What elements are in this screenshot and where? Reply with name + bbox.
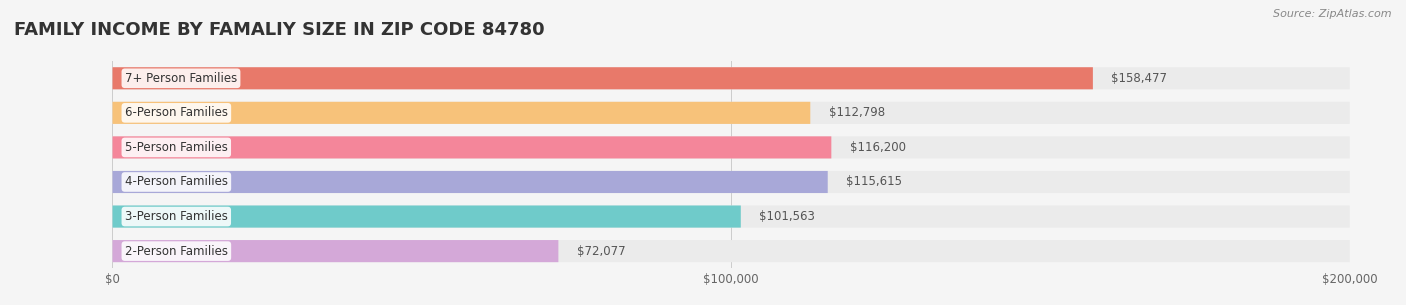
Text: 6-Person Families: 6-Person Families [125, 106, 228, 119]
Text: $158,477: $158,477 [1111, 72, 1167, 85]
FancyBboxPatch shape [112, 171, 1350, 193]
FancyBboxPatch shape [112, 240, 558, 262]
Text: $101,563: $101,563 [759, 210, 815, 223]
FancyBboxPatch shape [112, 240, 1350, 262]
FancyBboxPatch shape [112, 67, 1350, 89]
FancyBboxPatch shape [112, 171, 828, 193]
FancyBboxPatch shape [112, 206, 1350, 228]
Text: $115,615: $115,615 [846, 175, 903, 188]
FancyBboxPatch shape [112, 67, 1092, 89]
Text: $116,200: $116,200 [849, 141, 905, 154]
Text: $112,798: $112,798 [830, 106, 884, 119]
FancyBboxPatch shape [112, 102, 810, 124]
Text: 5-Person Families: 5-Person Families [125, 141, 228, 154]
Text: 2-Person Families: 2-Person Families [125, 245, 228, 258]
Text: $72,077: $72,077 [576, 245, 626, 258]
FancyBboxPatch shape [112, 136, 1350, 159]
Text: 4-Person Families: 4-Person Families [125, 175, 228, 188]
Text: FAMILY INCOME BY FAMALIY SIZE IN ZIP CODE 84780: FAMILY INCOME BY FAMALIY SIZE IN ZIP COD… [14, 21, 544, 39]
Text: 7+ Person Families: 7+ Person Families [125, 72, 238, 85]
Text: 3-Person Families: 3-Person Families [125, 210, 228, 223]
FancyBboxPatch shape [112, 206, 741, 228]
FancyBboxPatch shape [112, 136, 831, 159]
Text: Source: ZipAtlas.com: Source: ZipAtlas.com [1274, 9, 1392, 19]
FancyBboxPatch shape [112, 102, 1350, 124]
